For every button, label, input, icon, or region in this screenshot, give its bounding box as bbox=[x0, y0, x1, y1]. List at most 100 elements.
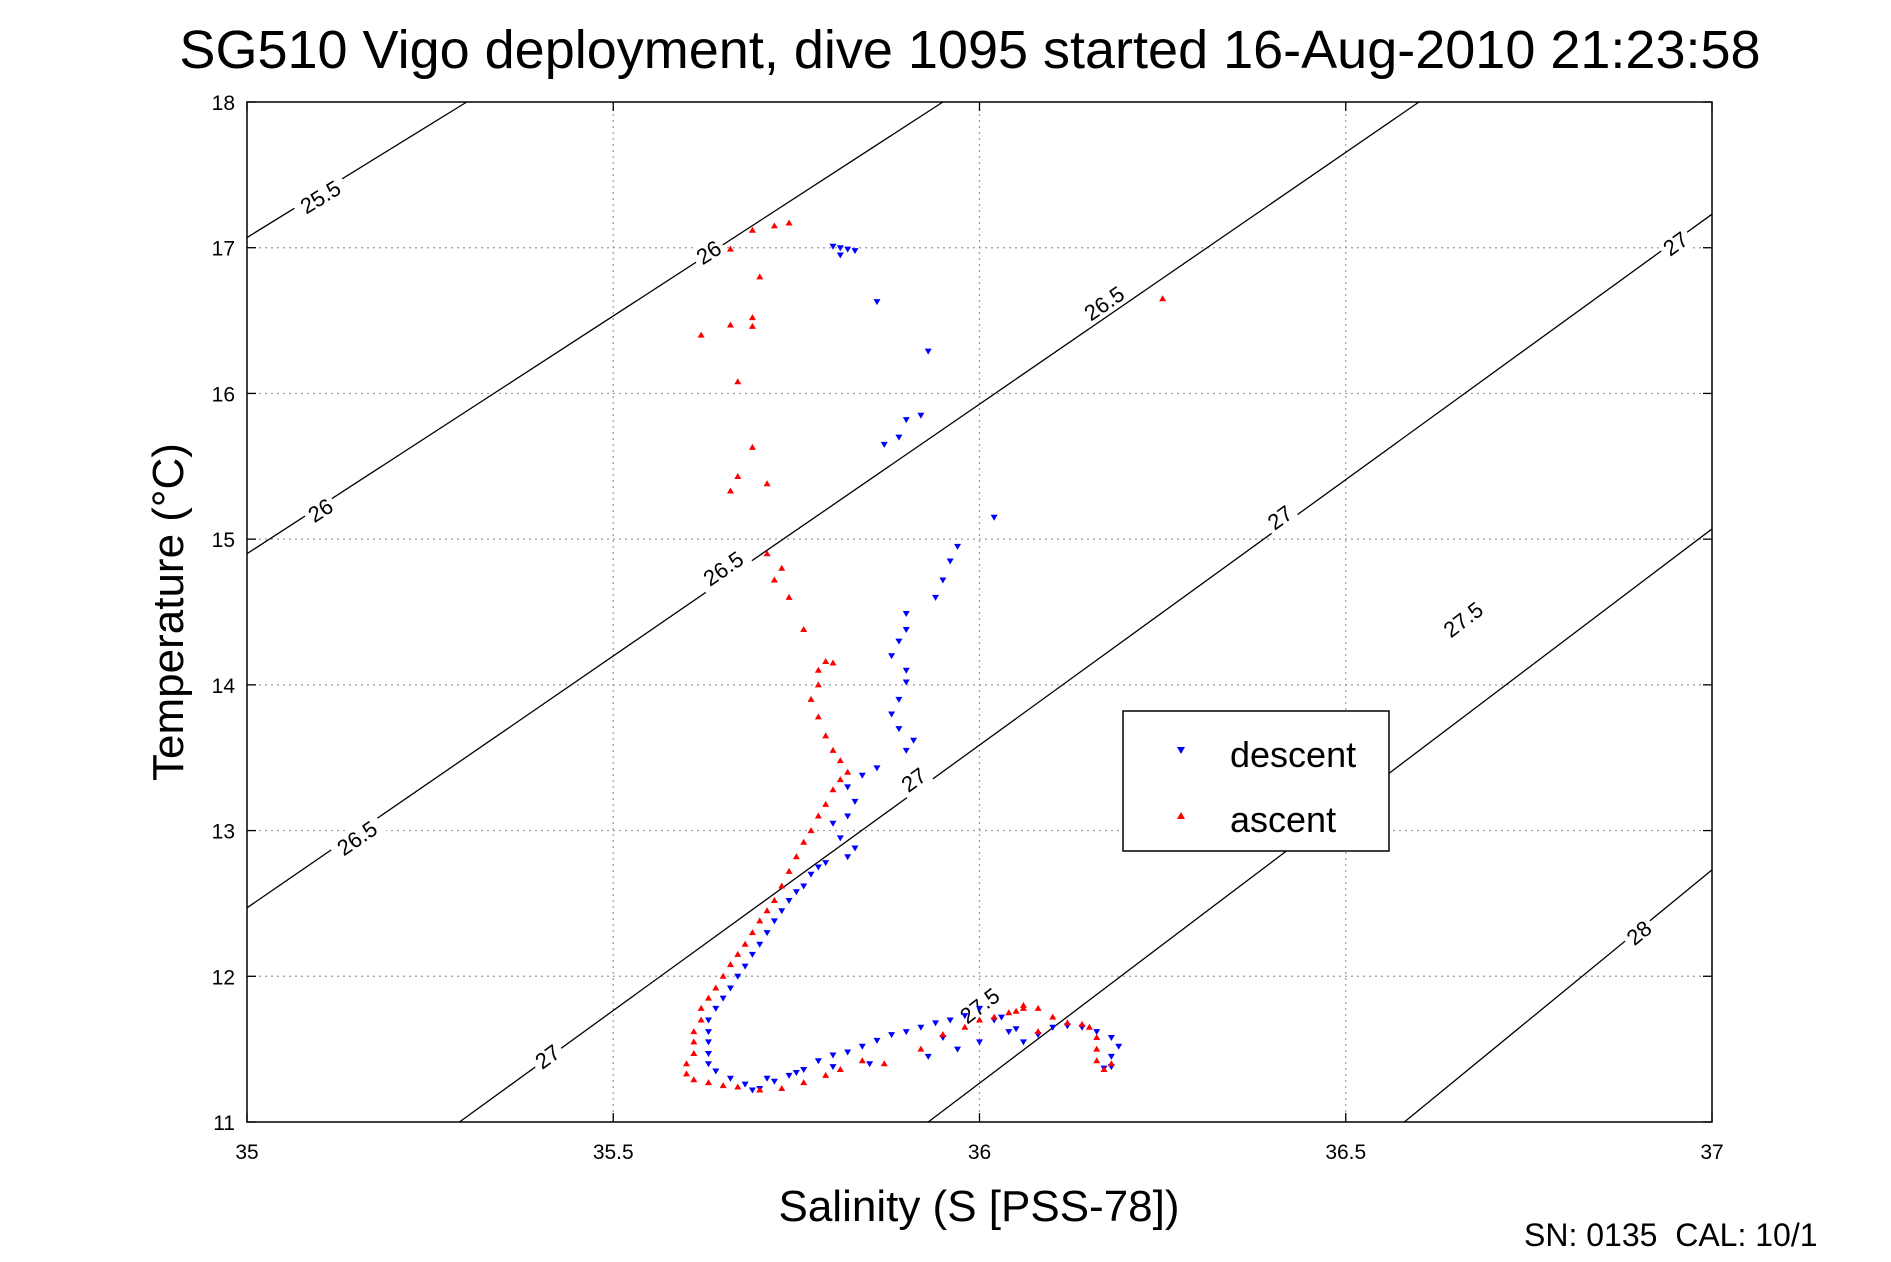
point-ascent bbox=[1107, 1060, 1115, 1067]
contour-line-27 bbox=[459, 213, 1713, 1123]
y-tick-label: 11 bbox=[213, 1112, 235, 1135]
point-descent bbox=[814, 1058, 822, 1065]
point-descent bbox=[800, 1067, 808, 1074]
contour-label-bg bbox=[1655, 224, 1696, 263]
point-descent bbox=[858, 1043, 866, 1050]
point-descent bbox=[704, 1029, 712, 1036]
point-ascent bbox=[726, 245, 734, 252]
point-ascent bbox=[697, 1004, 705, 1011]
point-ascent bbox=[822, 732, 830, 739]
point-descent bbox=[888, 1032, 896, 1039]
point-ascent bbox=[719, 972, 727, 979]
point-ascent bbox=[1085, 1023, 1093, 1030]
point-ascent bbox=[1078, 1020, 1086, 1027]
point-ascent bbox=[917, 1045, 925, 1052]
contour-label-bg bbox=[688, 233, 729, 271]
point-descent bbox=[778, 908, 786, 915]
point-ascent bbox=[829, 659, 837, 666]
contour-label-bg bbox=[1618, 913, 1659, 952]
contour-label: 28 bbox=[1622, 916, 1657, 951]
contour-label-bg bbox=[1074, 277, 1134, 329]
point-descent bbox=[829, 820, 837, 827]
point-descent bbox=[770, 918, 778, 925]
legend-label-descent: descent bbox=[1230, 734, 1356, 775]
point-ascent bbox=[792, 853, 800, 860]
contour-line-28 bbox=[1403, 869, 1713, 1123]
point-ascent bbox=[1159, 295, 1167, 302]
point-descent bbox=[851, 798, 859, 805]
point-descent bbox=[814, 864, 822, 871]
point-ascent bbox=[844, 768, 852, 775]
point-ascent bbox=[719, 1082, 727, 1089]
point-ascent bbox=[822, 1071, 830, 1078]
point-descent bbox=[932, 594, 940, 601]
point-ascent bbox=[712, 984, 720, 991]
point-descent bbox=[976, 1005, 983, 1012]
point-ascent bbox=[814, 666, 822, 673]
point-descent bbox=[704, 1039, 712, 1046]
point-ascent bbox=[1063, 1019, 1071, 1026]
point-descent bbox=[895, 434, 903, 441]
contour-label-group: 27 bbox=[527, 1037, 568, 1076]
point-descent bbox=[741, 963, 749, 970]
point-ascent bbox=[697, 1016, 705, 1023]
point-descent bbox=[910, 737, 918, 744]
point-ascent bbox=[785, 593, 793, 600]
point-descent bbox=[997, 1014, 1005, 1021]
contour-line-26 bbox=[246, 101, 944, 555]
point-ascent bbox=[726, 321, 734, 328]
point-ascent bbox=[690, 1028, 698, 1035]
contour-line-25-5 bbox=[246, 101, 468, 239]
contour-line-26-5 bbox=[246, 101, 1420, 909]
point-ascent bbox=[697, 331, 705, 338]
point-descent bbox=[895, 726, 903, 733]
contour-label-group: 27.5 bbox=[949, 978, 1010, 1032]
point-ascent bbox=[748, 314, 756, 321]
contour-label-bg bbox=[1433, 592, 1493, 646]
footer-serial-cal: SN: 0135 CAL: 10/1 bbox=[1524, 1217, 1818, 1253]
point-ascent bbox=[734, 378, 742, 385]
point-descent bbox=[844, 784, 852, 791]
contour-label-group: 26 bbox=[688, 233, 729, 271]
point-descent bbox=[792, 889, 800, 896]
point-descent bbox=[873, 299, 881, 306]
contour-label-group: 25.5 bbox=[290, 171, 351, 222]
contour-label-bg bbox=[300, 491, 341, 529]
point-ascent bbox=[990, 1013, 998, 1020]
y-tick-label: 13 bbox=[212, 821, 235, 844]
point-ascent bbox=[704, 1079, 712, 1086]
point-descent bbox=[704, 1061, 712, 1068]
point-descent bbox=[924, 1053, 932, 1060]
point-ascent bbox=[748, 929, 756, 936]
point-descent bbox=[726, 985, 734, 992]
axis-ticks: 35 35.5 36 36.5 37 11 12 13 14 15 16 17 18 bbox=[212, 92, 1724, 1164]
point-descent bbox=[1107, 1053, 1115, 1060]
x-tick-label: 36.5 bbox=[1325, 1141, 1366, 1164]
point-descent bbox=[902, 610, 910, 617]
x-tick-label: 35 bbox=[235, 1141, 258, 1164]
point-ascent bbox=[961, 1023, 969, 1030]
point-descent bbox=[902, 417, 910, 424]
point-ascent bbox=[683, 1060, 690, 1067]
point-descent bbox=[888, 653, 896, 660]
point-descent bbox=[851, 845, 859, 852]
point-descent bbox=[932, 1020, 940, 1027]
point-descent bbox=[712, 1005, 720, 1012]
point-ascent bbox=[1093, 1033, 1101, 1040]
point-ascent bbox=[1034, 1028, 1042, 1035]
contour-label: 26 bbox=[692, 235, 726, 269]
point-ascent bbox=[704, 994, 712, 1001]
point-descent bbox=[763, 1075, 771, 1082]
contour-label-bg bbox=[693, 542, 753, 595]
point-ascent bbox=[748, 226, 756, 233]
point-descent bbox=[866, 1061, 874, 1068]
point-descent bbox=[902, 679, 910, 686]
point-descent bbox=[1005, 1029, 1013, 1036]
point-descent bbox=[756, 941, 764, 948]
point-ascent bbox=[778, 1084, 786, 1091]
point-descent bbox=[946, 1017, 954, 1024]
point-ascent bbox=[1093, 1045, 1101, 1052]
point-ascent bbox=[683, 1070, 690, 1077]
point-descent bbox=[1049, 1024, 1057, 1031]
point-ascent bbox=[756, 1086, 764, 1093]
